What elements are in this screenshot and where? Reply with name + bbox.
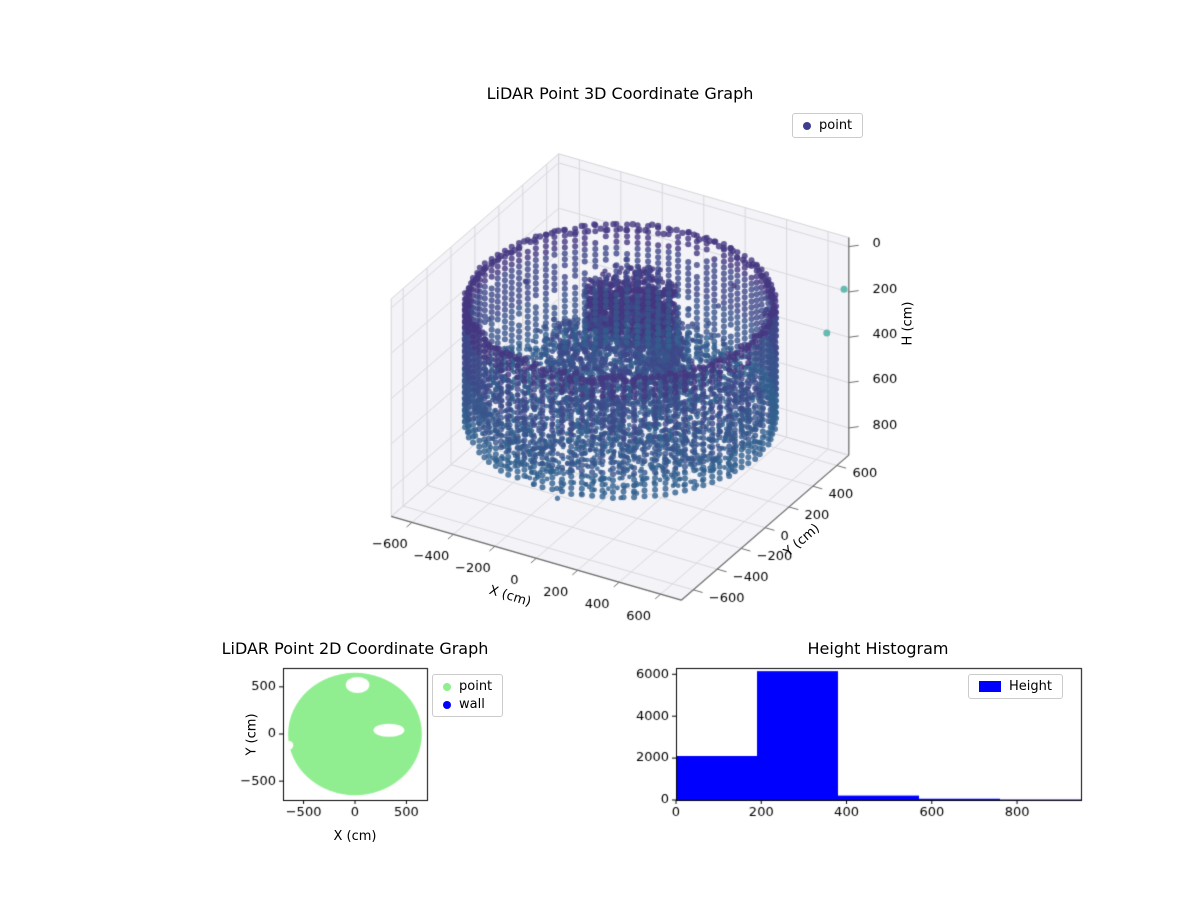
point-marker-icon xyxy=(803,121,811,130)
plot2d-title: LiDAR Point 2D Coordinate Graph xyxy=(221,639,489,658)
plot3d-title: LiDAR Point 3D Coordinate Graph xyxy=(486,84,754,103)
point-marker-icon xyxy=(443,682,451,691)
plot2d-xlabel: X (cm) xyxy=(333,829,377,844)
height-swatch-icon xyxy=(979,681,1001,692)
legend-item-point: point xyxy=(443,679,492,694)
plot2d-ylabel: Y (cm) xyxy=(244,713,260,756)
plot3d-legend: point xyxy=(792,113,864,138)
legend-label: Height xyxy=(1009,679,1052,694)
legend-label: point xyxy=(819,118,853,133)
legend-item-height: Height xyxy=(979,679,1052,694)
plot3d-zlabel: H (cm) xyxy=(900,301,916,346)
wall-marker-icon xyxy=(443,700,451,709)
legend-item-point: point xyxy=(803,118,852,133)
legend-label: wall xyxy=(459,697,485,712)
hist-legend: Height xyxy=(968,674,1063,699)
legend-label: point xyxy=(459,679,493,694)
plot2d-legend: point wall xyxy=(432,674,504,717)
legend-item-wall: wall xyxy=(443,697,492,712)
hist-title: Height Histogram xyxy=(807,639,949,658)
